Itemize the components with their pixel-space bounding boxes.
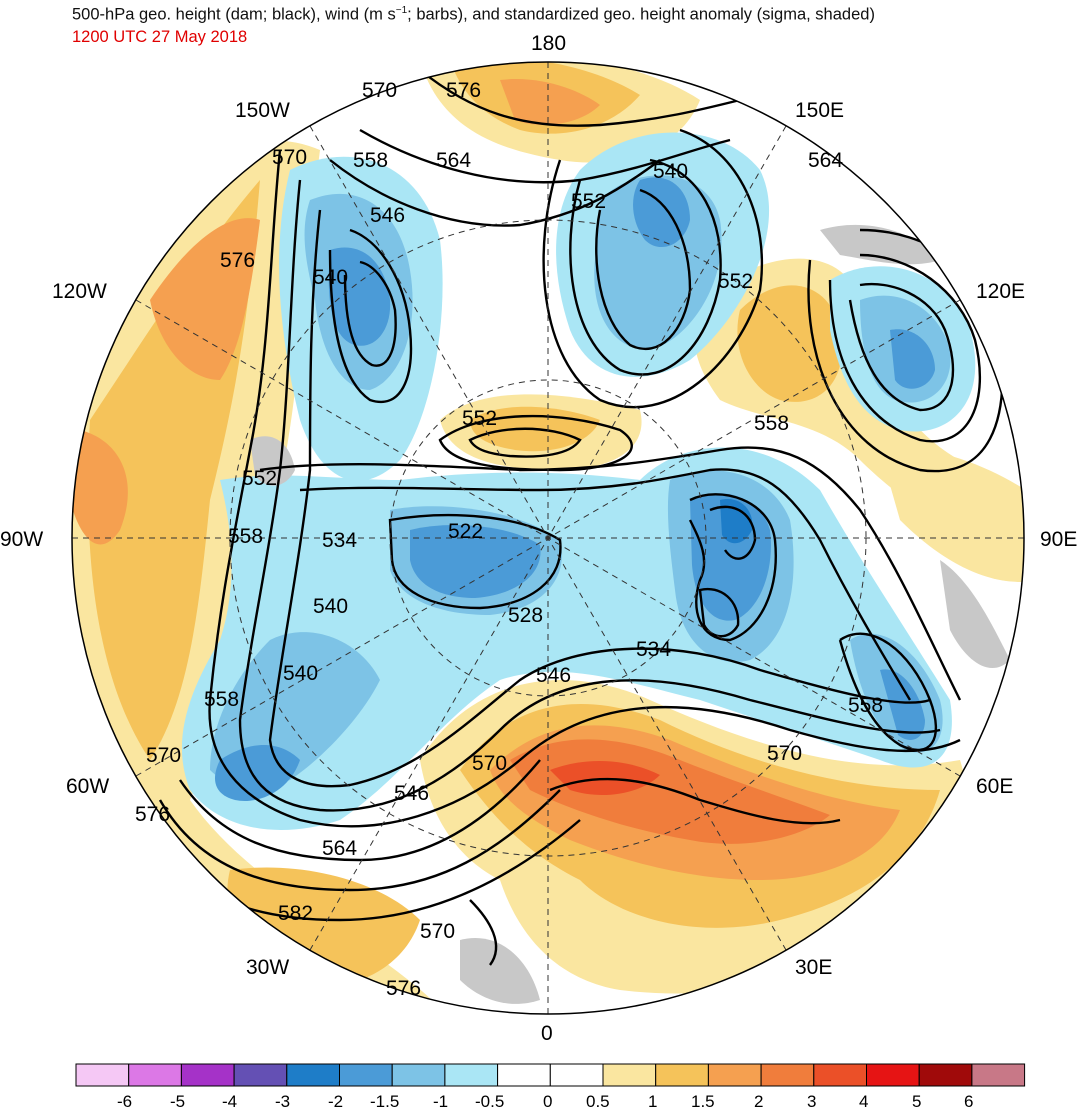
graticule <box>72 62 1024 1014</box>
colorbar-tick-label: -3 <box>275 1092 290 1111</box>
colorbar-swatch <box>760 1063 815 1087</box>
colorbar-swatch <box>866 1063 920 1087</box>
contour-label: 576 <box>135 803 170 826</box>
colorbar-swatch <box>497 1063 551 1087</box>
contour-label: 576 <box>220 249 255 272</box>
contour-label: 540 <box>283 662 318 685</box>
lon-label-30e: 30E <box>795 956 832 979</box>
lon-label-0: 0 <box>541 1022 553 1045</box>
contour-label: 552 <box>242 467 277 490</box>
colorbar-tick-label: -2 <box>328 1092 343 1111</box>
colorbar-tick-label: 1.5 <box>691 1092 715 1111</box>
colorbar-tick-label: -0.5 <box>475 1092 504 1111</box>
valid-time: 1200 UTC 27 May 2018 <box>72 28 248 46</box>
contour-label: 570 <box>767 742 802 765</box>
colorbar-swatch <box>707 1063 762 1087</box>
lon-label-60e: 60E <box>976 775 1013 798</box>
contour-label: 576 <box>386 977 421 1000</box>
colorbar-tick-label: -5 <box>170 1092 185 1111</box>
contour-label: 528 <box>508 604 543 627</box>
colorbar-swatch <box>549 1063 604 1087</box>
map-title: 500-hPa geo. height (dam; black), wind (… <box>72 5 875 24</box>
contour-label: 570 <box>272 146 307 169</box>
colorbar-tick-label: 3 <box>807 1092 816 1111</box>
lon-label-120w: 120W <box>52 280 107 303</box>
contour-label: 522 <box>448 520 483 543</box>
lon-label-150w: 150W <box>235 99 290 122</box>
colorbar-swatch <box>602 1063 657 1087</box>
longitude-labels: 180 150E 120E 90E 60E 30E 0 30W 60W 90W … <box>0 32 1077 1045</box>
contour-label: 564 <box>322 837 357 860</box>
contour-label: 564 <box>436 149 471 172</box>
contour-label: 540 <box>313 595 348 618</box>
colorbar-tick-label: -4 <box>222 1092 237 1111</box>
colorbar-tick-label: 1 <box>648 1092 657 1111</box>
colorbar-swatch <box>813 1063 867 1087</box>
contour-label: 570 <box>420 920 455 943</box>
contour-label: 570 <box>362 79 397 102</box>
colorbar-tick-label: 5 <box>912 1092 921 1111</box>
contour-label: 552 <box>571 190 606 213</box>
colorbar-tick-label: 6 <box>964 1092 973 1111</box>
colorbar-swatch <box>655 1063 709 1087</box>
colorbar-ticks: -6 -5 -4 -3 -2 -1.5 -1 -0.5 0 0.5 1 1.5 … <box>117 1092 973 1111</box>
colorbar-swatch <box>444 1063 499 1087</box>
contour-label: 570 <box>472 752 507 775</box>
colorbar-swatch <box>918 1063 973 1087</box>
lon-label-90w: 90W <box>0 528 43 551</box>
lon-label-150e: 150E <box>795 99 844 122</box>
contour-label: 546 <box>370 204 405 227</box>
contour-label: 552 <box>718 270 753 293</box>
contour-label: 540 <box>653 160 688 183</box>
contour-label: 546 <box>536 664 571 687</box>
colorbar-tick-label: 0 <box>543 1092 552 1111</box>
contour-label: 570 <box>146 744 181 767</box>
colorbar-swatch <box>339 1063 393 1087</box>
contour-label: 582 <box>278 902 313 925</box>
colorbar-tick-label: -1 <box>433 1092 448 1111</box>
contour-label: 534 <box>636 638 671 661</box>
colorbar-swatch <box>180 1063 235 1087</box>
contour-label: 540 <box>313 266 348 289</box>
lon-label-90e: 90E <box>1040 528 1077 551</box>
lon-label-60w: 60W <box>66 775 109 798</box>
colorbar-swatch <box>286 1063 340 1087</box>
colorbar <box>75 1063 1026 1087</box>
contour-label: 534 <box>322 529 357 552</box>
height-contours <box>138 69 1004 966</box>
contour-label: 564 <box>808 149 843 172</box>
colorbar-tick-label: 0.5 <box>586 1092 610 1111</box>
colorbar-tick-label: 4 <box>859 1092 868 1111</box>
contour-label: 558 <box>204 688 239 711</box>
contour-label: 546 <box>394 782 429 805</box>
colorbar-tick-label: -1.5 <box>370 1092 399 1111</box>
contour-label: 558 <box>228 525 263 548</box>
colorbar-swatch <box>128 1063 182 1087</box>
lon-label-180: 180 <box>531 32 566 55</box>
contour-label: 552 <box>462 407 497 430</box>
contour-label: 558 <box>754 412 789 435</box>
map-boundary <box>71 61 1025 1015</box>
contour-label: 558 <box>353 149 388 172</box>
colorbar-swatch <box>971 1063 1026 1087</box>
contour-label: 558 <box>848 694 883 717</box>
lon-label-120e: 120E <box>976 280 1025 303</box>
lon-label-30w: 30W <box>246 956 289 979</box>
colorbar-swatch <box>233 1063 288 1087</box>
colorbar-swatch <box>391 1063 446 1087</box>
contour-label: 576 <box>446 79 481 102</box>
colorbar-swatch <box>75 1063 130 1087</box>
colorbar-tick-label: 2 <box>754 1092 763 1111</box>
colorbar-tick-label: -6 <box>117 1092 132 1111</box>
contour-labels: 570 576 570 558 564 552 540 564 546 540 … <box>135 79 883 1000</box>
